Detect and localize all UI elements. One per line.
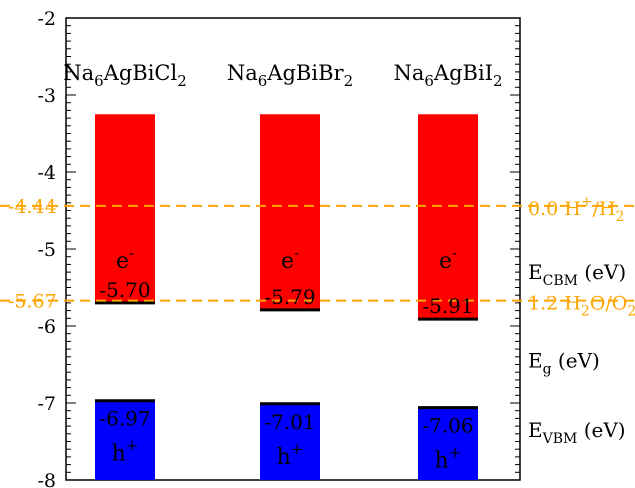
- reference-right-label: 0.0 H+/H2: [528, 194, 624, 225]
- reference-lines-layer: -4.44 0.0 H+/H2-5.67 1.2 H2O/O2: [0, 194, 635, 320]
- vbm-bar: [260, 403, 320, 480]
- compound-name-part: AgBiBr: [266, 61, 344, 85]
- hole-superscript: +: [291, 440, 304, 458]
- cbm-bar: [418, 114, 478, 320]
- energy-label-unit: (eV): [578, 260, 626, 284]
- cbm-bar: [260, 114, 320, 310]
- electron-symbol: e: [116, 249, 129, 274]
- energy-label-unit: (eV): [577, 418, 625, 442]
- reference-right-subscript: 2: [581, 304, 590, 320]
- reference-right-subscript: 2: [627, 304, 635, 320]
- reference-right-label: 1.2 H2O/O2: [528, 293, 635, 320]
- compound-name-subscript: 6: [94, 72, 104, 90]
- hole-label: h+: [435, 444, 462, 474]
- compound-name-part: AgBiCl: [103, 61, 178, 85]
- vbm-value-label: -6.97: [99, 407, 150, 431]
- y-tick-label: -3: [37, 85, 56, 107]
- compound-name-subscript: 2: [177, 72, 187, 90]
- compound-name: Na6AgBiCl2: [63, 61, 187, 90]
- energy-label: Eg (eV): [528, 349, 600, 378]
- electron-label: e-: [281, 244, 299, 274]
- y-tick-label: -6: [37, 316, 56, 338]
- y-axis-ticks: -8-7-6-5-4-3-2: [37, 8, 520, 488]
- electron-symbol: e: [439, 249, 452, 274]
- reference-left-label: -5.67: [8, 291, 57, 313]
- electron-label: e-: [116, 244, 134, 274]
- cbm-value-label: -5.70: [99, 278, 150, 302]
- hole-symbol: h: [435, 449, 449, 474]
- vbm-bar: [95, 400, 155, 480]
- energy-label: EVBM (eV): [528, 418, 626, 447]
- y-tick-label: -8: [37, 470, 56, 488]
- compound-name-subscript: 6: [424, 72, 434, 90]
- bars-layer: [95, 114, 478, 480]
- energy-label-symbol: E: [528, 349, 543, 373]
- compound-name-part: Na: [63, 61, 94, 85]
- vbm-value-label: -7.01: [264, 410, 315, 434]
- hole-symbol: h: [277, 445, 291, 470]
- hole-superscript: +: [126, 437, 139, 455]
- energy-label-subscript: VBM: [542, 431, 578, 447]
- vbm-bar: [418, 407, 478, 480]
- reference-right-label-part: /H: [593, 198, 616, 220]
- energy-label-symbol: E: [528, 260, 543, 284]
- hole-label: h+: [112, 437, 139, 467]
- reference-right-label-part: 0.0 H: [528, 198, 581, 220]
- energy-label-symbol: E: [528, 418, 543, 442]
- energy-label: ECBM (eV): [528, 260, 626, 289]
- compound-name-part: Na: [227, 61, 258, 85]
- compound-name: Na6AgBiBr2: [227, 61, 353, 90]
- compound-name-part: AgBiI: [433, 61, 493, 85]
- y-tick-label: -5: [37, 239, 56, 261]
- electron-label: e-: [439, 244, 457, 274]
- cbm-value-label: -5.91: [422, 294, 473, 318]
- compound-name-subscript: 2: [493, 72, 503, 90]
- compound-name: Na6AgBiI2: [393, 61, 502, 90]
- energy-label-subscript: g: [543, 362, 552, 378]
- hole-superscript: +: [449, 444, 462, 462]
- hole-label: h+: [277, 440, 304, 470]
- electron-superscript: -: [294, 244, 299, 262]
- labels-layer: Na6AgBiCl2e--5.70-6.97h+Na6AgBiBr2e--5.7…: [63, 61, 626, 474]
- vbm-value-label: -7.06: [422, 414, 473, 438]
- reference-right-superscript: +: [581, 194, 593, 210]
- compound-name-subscript: 2: [344, 72, 354, 90]
- hole-symbol: h: [112, 442, 126, 467]
- reference-right-label-part: O/O: [590, 293, 628, 315]
- y-tick-label: -4: [37, 162, 56, 184]
- reference-right-subscript: 2: [616, 209, 625, 225]
- cbm-bar: [95, 114, 155, 303]
- y-tick-label: -7: [37, 393, 56, 415]
- compound-name-part: Na: [393, 61, 424, 85]
- energy-label-unit: (eV): [552, 349, 600, 373]
- cbm-value-label: -5.79: [264, 285, 315, 309]
- reference-right-label-part: 1.2 H: [528, 293, 581, 315]
- energy-label-subscript: CBM: [543, 273, 578, 289]
- compound-name-subscript: 6: [258, 72, 268, 90]
- y-tick-label: -2: [37, 8, 56, 30]
- reference-left-label: -4.44: [8, 196, 57, 218]
- electron-superscript: -: [452, 244, 457, 262]
- electron-symbol: e: [281, 249, 294, 274]
- electron-superscript: -: [129, 244, 134, 262]
